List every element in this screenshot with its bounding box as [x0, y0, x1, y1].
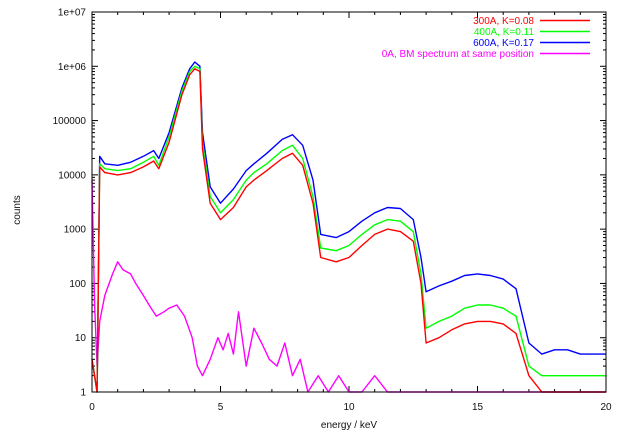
legend-label-0: 300A, K=0.08: [473, 16, 534, 27]
y-tick-label: 1000: [64, 225, 87, 236]
y-tick-label: 1: [80, 388, 86, 399]
legend-label-1: 400A, K=0.11: [474, 27, 535, 38]
series-line-2: [91, 61, 606, 393]
legend-label-2: 600A, K=0.17: [473, 38, 534, 49]
legend-label-3: 0A, BM spectrum at same position: [382, 49, 534, 60]
series-line-3: [91, 180, 606, 393]
x-tick-label: 15: [472, 402, 484, 413]
y-tick-label: 100: [69, 279, 86, 290]
series-line-1: [91, 65, 606, 393]
y-tick-label: 10: [75, 333, 87, 344]
plot-series: [91, 61, 606, 393]
y-tick-label: 1e+07: [58, 8, 87, 19]
x-tick-label: 10: [343, 402, 355, 413]
y-tick-label: 100000: [53, 116, 87, 127]
x-tick-label: 5: [218, 402, 224, 413]
x-tick-label: 0: [89, 402, 95, 413]
y-tick-label: 1e+06: [58, 62, 87, 73]
grid-and-ticks: [91, 11, 607, 393]
x-tick-label: 20: [600, 402, 612, 413]
y-tick-label: 10000: [58, 170, 86, 181]
tick-labels: 0 5 10 15 20 1 10 100 1000 10000 100000 1e+06 1e+07: [53, 8, 612, 414]
x-axis-label: energy / keV: [321, 420, 377, 431]
y-axis-label: counts: [12, 195, 23, 224]
plot-frame: [91, 11, 607, 393]
series-line-0: [91, 68, 606, 393]
